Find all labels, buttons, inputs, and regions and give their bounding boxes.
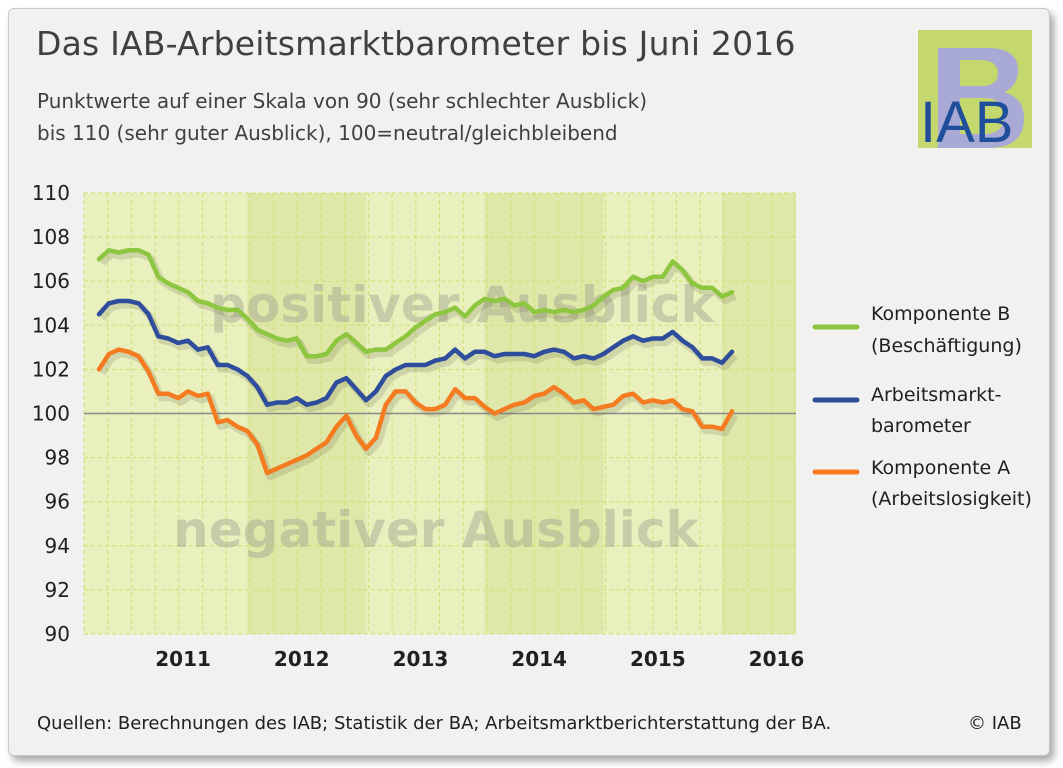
y-tick-label: 90 [45, 622, 70, 646]
y-tick-label: 106 [32, 269, 70, 293]
y-tick-label: 92 [45, 578, 70, 602]
y-tick-label: 98 [45, 446, 70, 470]
chart-title: Das IAB-Arbeitsmarktbarometer bis Juni 2… [36, 24, 796, 63]
y-axis-ticks: 90 92 94 96 98 100 102 104 106 108 110 [32, 181, 70, 646]
legend-label-barometer-line2: barometer [871, 415, 971, 437]
legend-label-barometer-line1: Arbeitsmarkt- [871, 384, 1002, 406]
y-tick-label: 94 [45, 534, 70, 558]
series-lines [96, 248, 735, 476]
background-label-positive: positiver Ausblick [210, 276, 715, 334]
y-tick-label: 110 [32, 181, 70, 205]
y-tick-label: 108 [32, 225, 70, 249]
x-year-label: 2014 [511, 647, 567, 671]
legend-label-a-line2: (Arbeitslosigkeit) [871, 488, 1032, 510]
x-year-label: 2015 [630, 647, 686, 671]
logo-text: IAB [920, 90, 1014, 148]
source-footnote: Quellen: Berechnungen des IAB; Statistik… [37, 713, 832, 734]
series-line-komponente-b [96, 248, 735, 359]
background-label-negative: negativer Ausblick [173, 501, 700, 559]
iab-logo: IAB [918, 30, 1032, 148]
legend [812, 324, 860, 475]
y-tick-label: 104 [32, 313, 70, 337]
logo-purple-b [938, 48, 1024, 148]
legend-label-b-line2: (Beschäftigung) [871, 335, 1022, 357]
series-shadow-komponente-b [99, 250, 737, 364]
x-year-label: 2013 [393, 647, 449, 671]
copyright-note: © IAB [968, 713, 1022, 734]
chart-subtitle-line2: bis 110 (sehr guter Ausblick), 100=neutr… [37, 121, 618, 145]
x-year-label: 2016 [749, 647, 805, 671]
legend-label-b-line1: Komponente B [871, 303, 1011, 325]
series-line-komponente-a [96, 347, 735, 476]
y-tick-label: 102 [32, 357, 70, 381]
y-tick-label: 96 [45, 490, 70, 514]
x-axis-year-labels: 2011 2012 2013 2014 2015 2016 [155, 647, 804, 671]
x-year-label: 2011 [155, 647, 211, 671]
y-tick-label: 100 [32, 402, 70, 426]
series-shadow-arbeitsmarktbarometer [99, 301, 738, 413]
x-year-label: 2012 [274, 647, 330, 671]
legend-label-a-line1: Komponente A [871, 457, 1011, 479]
chart-subtitle-line1: Punktwerte auf einer Skala von 90 (sehr … [37, 89, 647, 113]
series-line-arbeitsmarktbarometer [96, 298, 735, 407]
